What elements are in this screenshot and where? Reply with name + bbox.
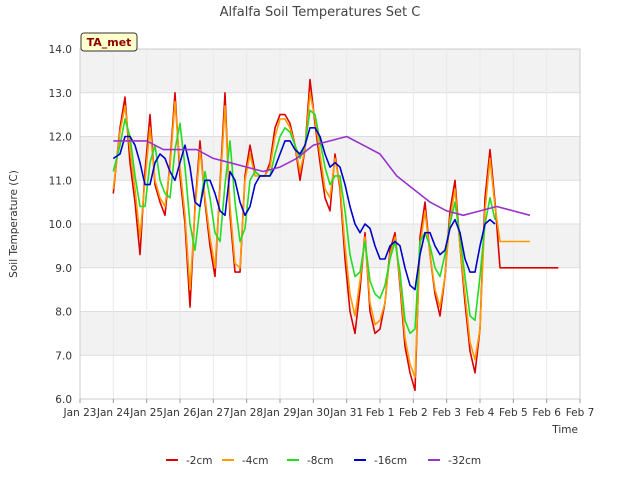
legend-label: -16cm xyxy=(374,455,407,467)
x-tick-label: Feb 1 xyxy=(366,407,395,419)
x-axis-label: Time xyxy=(551,424,578,436)
x-tick-label: Jan 24 xyxy=(96,407,130,419)
y-tick-label: 8.0 xyxy=(55,307,72,319)
legend-label: -4cm xyxy=(242,455,268,467)
legend-label: -8cm xyxy=(307,455,333,467)
plot-band xyxy=(80,49,580,93)
x-tick-label: Jan 26 xyxy=(163,407,197,419)
series-lines xyxy=(112,78,559,392)
x-tick-label: Jan 23 xyxy=(63,407,97,419)
x-tick-label: Jan 29 xyxy=(263,407,297,419)
series-line-4cm xyxy=(112,92,530,378)
x-axis-ticks: Jan 23 Jan 24 Jan 25 Jan 26 Jan 27 Jan 28 Jan … xyxy=(63,399,595,419)
legend-label: -32cm xyxy=(448,455,481,467)
y-tick-label: 6.0 xyxy=(55,394,72,406)
y-axis-ticks: 6.0 7.0 8.0 9.0 10.0 11.0 12.0 13.0 14.0 xyxy=(49,44,72,406)
y-tick-label: 12.0 xyxy=(49,132,72,144)
x-tick-label: Feb 7 xyxy=(566,407,595,419)
x-tick-label: Jan 25 xyxy=(129,407,163,419)
plot-band xyxy=(80,267,580,312)
badge-box xyxy=(80,32,138,52)
x-tick-label: Feb 3 xyxy=(432,407,461,419)
y-axis-label: Soil Temperature (C) xyxy=(8,170,20,278)
station-badge: TA_met xyxy=(80,32,138,52)
series-line-32cm xyxy=(113,135,531,217)
x-tick-label: Feb 2 xyxy=(399,407,428,419)
x-tick-label: Feb 5 xyxy=(499,407,528,419)
x-tick-label: Jan 27 xyxy=(196,407,230,419)
badge-label: TA_met xyxy=(87,36,132,49)
x-tick-label: Jan 31 xyxy=(329,407,363,419)
plot-band xyxy=(80,136,580,181)
chart-title: Alfalfa Soil Temperatures Set C xyxy=(220,5,421,20)
y-tick-label: 10.0 xyxy=(49,219,72,231)
legend: -2cm -4cm -8cm -16cm -32cm xyxy=(166,455,481,467)
x-tick-label: Jan 28 xyxy=(229,407,263,419)
plot-band xyxy=(80,224,580,268)
y-tick-label: 9.0 xyxy=(55,263,72,275)
x-tick-label: Jan 30 xyxy=(296,407,330,419)
y-tick-label: 14.0 xyxy=(49,44,72,56)
plot-band xyxy=(80,311,580,356)
plot-frame xyxy=(79,48,581,400)
plot-band xyxy=(80,92,580,137)
x-tick-label: Feb 4 xyxy=(466,407,495,419)
y-tick-label: 13.0 xyxy=(49,88,72,100)
y-tick-label: 11.0 xyxy=(49,175,72,187)
legend-label: -2cm xyxy=(186,455,212,467)
series-line-16cm xyxy=(112,127,496,291)
x-tick-label: Feb 6 xyxy=(532,407,561,419)
y-tick-label: 7.0 xyxy=(55,350,72,362)
plot-band xyxy=(80,355,580,399)
